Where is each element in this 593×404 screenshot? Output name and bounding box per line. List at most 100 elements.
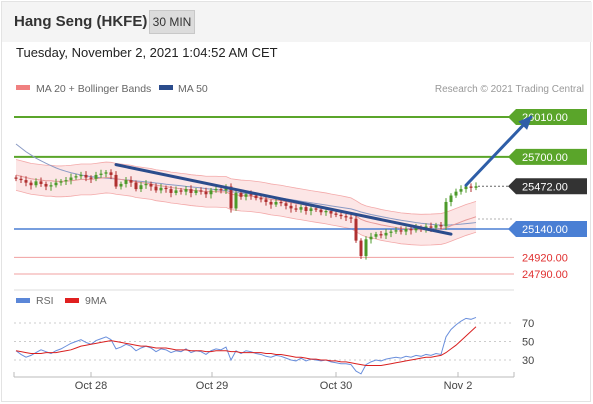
- legend-label-9ma: 9MA: [85, 295, 107, 307]
- candle-body: [109, 172, 113, 175]
- candle-body: [249, 194, 253, 196]
- candle-body: [474, 186, 478, 188]
- candle-body: [274, 201, 278, 205]
- candle-body: [94, 174, 98, 179]
- price-level-tag: [508, 221, 587, 237]
- candle-body: [449, 195, 453, 202]
- candle-body: [354, 218, 358, 241]
- candle-body: [164, 187, 168, 190]
- candle-body: [344, 216, 348, 218]
- candle-body: [154, 186, 158, 191]
- candle-body: [364, 239, 368, 257]
- x-tick-label: Oct 28: [75, 380, 107, 392]
- candle-body: [179, 190, 183, 192]
- legend-label-ma20: MA 20 + Bollinger Bands: [36, 83, 151, 95]
- candle-body: [59, 181, 63, 183]
- candle-body: [299, 207, 303, 210]
- legend-swatch-9ma: [65, 298, 79, 303]
- candle-body: [384, 232, 388, 236]
- candle-body: [469, 186, 473, 188]
- candle-body: [394, 230, 398, 232]
- candle-body: [184, 189, 188, 192]
- price-level-label: 24920.00: [522, 252, 568, 264]
- candle-body: [214, 189, 218, 191]
- candle-body: [444, 201, 448, 227]
- rsi-tick-label: 30: [522, 355, 534, 367]
- candle-body: [254, 195, 258, 199]
- candle-body: [389, 231, 393, 233]
- candle-body: [124, 180, 128, 184]
- x-tick-label: Oct 29: [196, 380, 228, 392]
- candle-body: [194, 190, 198, 193]
- candle-body: [309, 208, 313, 211]
- candle-body: [459, 189, 463, 192]
- interval-selector[interactable]: 30 MIN: [149, 10, 195, 34]
- candle-body: [134, 182, 138, 190]
- chart-header: Hang Seng (HKFE) 30 MIN: [2, 2, 592, 42]
- candle-body: [339, 214, 343, 217]
- price-level-tag: [508, 178, 587, 195]
- forecast-arrow-line: [464, 115, 533, 187]
- price-level-label: 25700.00: [522, 152, 568, 164]
- legend-label-ma50: MA 50: [178, 83, 208, 95]
- candle-body: [434, 225, 438, 228]
- candle-body: [29, 182, 33, 186]
- candle-body: [349, 217, 353, 219]
- candle-body: [414, 227, 418, 231]
- credit-text: Research © 2021 Trading Central: [435, 84, 584, 95]
- legend-label-rsi: RSI: [36, 295, 54, 307]
- candle-body: [244, 194, 248, 197]
- candle-body: [279, 201, 283, 204]
- candle-body: [439, 225, 443, 227]
- candle-body: [369, 236, 373, 240]
- x-tick-label: Oct 30: [320, 380, 352, 392]
- candle-body: [129, 180, 133, 183]
- price-legend: MA 20 + Bollinger Bands MA 50 Research ©…: [16, 83, 584, 95]
- candle-body: [99, 173, 103, 175]
- candle-body: [119, 183, 123, 187]
- candle-body: [334, 213, 338, 215]
- candle-body: [159, 187, 163, 191]
- candle-body: [359, 240, 363, 257]
- candle-body: [234, 192, 238, 209]
- rsi-tick-label: 50: [522, 337, 534, 349]
- candle-body: [14, 177, 18, 179]
- candle-body: [269, 201, 273, 205]
- candle-body: [139, 185, 143, 190]
- candle-body: [189, 189, 193, 193]
- candle-body: [464, 186, 468, 190]
- bollinger-lower-line: [15, 189, 477, 246]
- candle-body: [89, 177, 93, 179]
- candle-body: [329, 210, 333, 214]
- x-tick-label: Nov 2: [444, 380, 473, 392]
- candle-body: [69, 177, 73, 181]
- candle-body: [24, 180, 28, 183]
- rsi-legend: RSI 9MA: [16, 295, 107, 307]
- candle-body: [39, 181, 43, 184]
- candle-body: [374, 234, 378, 237]
- candle-body: [149, 183, 153, 187]
- candle-body: [314, 208, 318, 210]
- price-level-label: 26010.00: [522, 112, 568, 124]
- candle-body: [324, 210, 328, 213]
- candle-body: [64, 180, 68, 182]
- candle-body: [114, 174, 118, 187]
- candle-body: [404, 229, 408, 232]
- candle-body: [379, 234, 383, 236]
- candle-body: [84, 174, 88, 178]
- forecast-arrow-head: [518, 115, 533, 130]
- candle-body: [229, 186, 233, 209]
- rsi-ma9-line: [15, 326, 477, 367]
- candle-body: [429, 226, 433, 228]
- candle-body: [319, 209, 323, 213]
- candle-body: [294, 208, 298, 210]
- price-level-label: 25472.00: [522, 181, 568, 193]
- candle-body: [284, 203, 288, 206]
- candle-body: [79, 174, 83, 177]
- bollinger-upper-line: [15, 159, 477, 215]
- price-level-label: 24790.00: [522, 269, 568, 281]
- candle-body: [454, 191, 458, 196]
- trendline: [114, 163, 453, 236]
